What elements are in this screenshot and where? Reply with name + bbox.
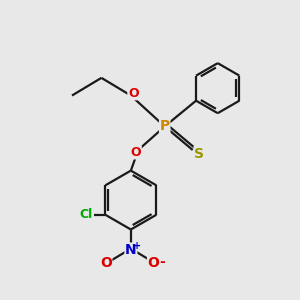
Text: O: O <box>128 87 139 100</box>
Text: O: O <box>100 256 112 270</box>
Text: O: O <box>130 146 141 159</box>
Text: S: S <box>194 146 204 161</box>
Text: N: N <box>125 243 137 257</box>
Text: P: P <box>160 119 170 134</box>
Text: O: O <box>148 256 160 270</box>
Text: +: + <box>133 241 141 251</box>
Text: -: - <box>160 255 165 269</box>
Text: Cl: Cl <box>80 208 93 221</box>
